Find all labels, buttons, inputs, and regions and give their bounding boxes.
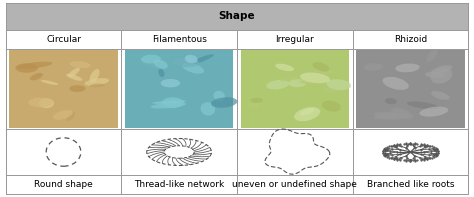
Ellipse shape xyxy=(173,58,199,67)
Bar xyxy=(237,30,353,49)
Ellipse shape xyxy=(431,65,453,74)
Ellipse shape xyxy=(90,84,105,87)
Ellipse shape xyxy=(90,69,100,83)
Ellipse shape xyxy=(69,85,85,92)
Ellipse shape xyxy=(53,110,73,120)
Ellipse shape xyxy=(66,74,82,81)
Bar xyxy=(237,175,353,194)
Ellipse shape xyxy=(281,76,299,81)
Bar xyxy=(121,49,237,129)
Ellipse shape xyxy=(391,108,413,119)
Ellipse shape xyxy=(201,102,215,116)
Ellipse shape xyxy=(407,101,439,109)
Ellipse shape xyxy=(182,63,204,74)
Bar xyxy=(353,129,468,175)
Ellipse shape xyxy=(28,98,53,107)
Ellipse shape xyxy=(158,69,164,77)
Ellipse shape xyxy=(141,55,161,63)
Bar xyxy=(125,50,233,128)
Ellipse shape xyxy=(395,63,419,72)
Ellipse shape xyxy=(188,54,214,65)
Ellipse shape xyxy=(251,98,263,103)
Ellipse shape xyxy=(364,63,383,71)
Ellipse shape xyxy=(312,62,329,72)
Ellipse shape xyxy=(322,100,341,112)
Ellipse shape xyxy=(275,64,294,71)
Ellipse shape xyxy=(294,107,320,121)
Ellipse shape xyxy=(419,107,448,117)
Ellipse shape xyxy=(41,80,58,85)
Ellipse shape xyxy=(300,80,311,84)
Text: Shape: Shape xyxy=(219,11,255,21)
Ellipse shape xyxy=(144,59,168,68)
Ellipse shape xyxy=(383,77,409,90)
Bar xyxy=(353,175,468,194)
Ellipse shape xyxy=(162,97,184,108)
Ellipse shape xyxy=(374,112,397,120)
Ellipse shape xyxy=(185,55,198,63)
Ellipse shape xyxy=(151,102,186,109)
Ellipse shape xyxy=(322,87,347,91)
Text: Thread-like network: Thread-like network xyxy=(134,180,224,189)
Ellipse shape xyxy=(17,62,52,69)
Bar xyxy=(237,129,353,175)
Ellipse shape xyxy=(313,67,332,74)
Ellipse shape xyxy=(68,68,80,77)
Ellipse shape xyxy=(300,72,330,83)
Text: uneven or undefined shape: uneven or undefined shape xyxy=(232,180,357,189)
Ellipse shape xyxy=(385,98,397,104)
Ellipse shape xyxy=(30,73,43,80)
Bar xyxy=(356,50,465,128)
Ellipse shape xyxy=(430,68,452,84)
Text: Round shape: Round shape xyxy=(34,180,93,189)
Bar xyxy=(6,3,468,30)
Bar xyxy=(6,30,121,49)
Ellipse shape xyxy=(161,79,180,87)
Ellipse shape xyxy=(288,79,307,87)
Bar xyxy=(237,49,353,129)
Ellipse shape xyxy=(266,80,289,89)
Ellipse shape xyxy=(15,63,38,73)
Text: Branched like roots: Branched like roots xyxy=(367,180,454,189)
Ellipse shape xyxy=(213,91,225,101)
Ellipse shape xyxy=(431,91,450,100)
Bar xyxy=(6,129,121,175)
Ellipse shape xyxy=(84,78,109,86)
Bar xyxy=(241,50,349,128)
Ellipse shape xyxy=(39,98,54,108)
Ellipse shape xyxy=(67,112,75,121)
Bar xyxy=(353,49,468,129)
Ellipse shape xyxy=(327,79,351,90)
Text: Circular: Circular xyxy=(46,35,81,44)
Bar xyxy=(121,30,237,49)
Text: Rhizoid: Rhizoid xyxy=(394,35,427,44)
Ellipse shape xyxy=(301,108,314,115)
Ellipse shape xyxy=(69,61,91,68)
Bar xyxy=(121,129,237,175)
Bar xyxy=(353,30,468,49)
Bar xyxy=(6,49,121,129)
Text: Filamentous: Filamentous xyxy=(152,35,207,44)
Ellipse shape xyxy=(425,72,445,78)
Ellipse shape xyxy=(426,50,438,62)
Bar xyxy=(121,175,237,194)
Ellipse shape xyxy=(248,102,259,108)
Ellipse shape xyxy=(152,100,186,104)
Ellipse shape xyxy=(374,112,398,120)
Bar xyxy=(6,175,121,194)
Ellipse shape xyxy=(154,59,168,69)
Bar xyxy=(9,50,118,128)
Text: Irregular: Irregular xyxy=(275,35,314,44)
Ellipse shape xyxy=(388,113,409,120)
Ellipse shape xyxy=(211,97,237,108)
